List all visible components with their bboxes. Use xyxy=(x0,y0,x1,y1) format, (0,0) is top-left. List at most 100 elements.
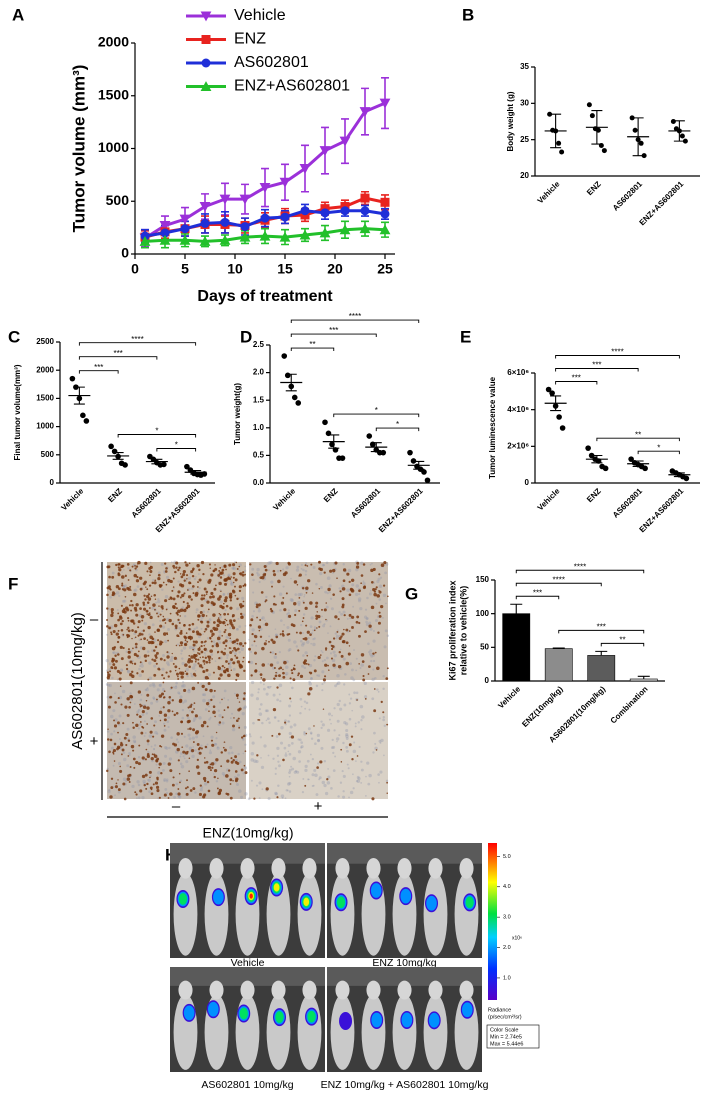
ihc-texture xyxy=(252,721,255,725)
ihc-stain xyxy=(177,759,180,762)
panel-label: B xyxy=(462,5,474,24)
ihc-stain xyxy=(303,662,307,665)
ihc-texture xyxy=(288,790,292,793)
ihc-stain xyxy=(178,566,181,570)
ihc-stain xyxy=(176,594,180,598)
ihc-texture xyxy=(191,736,195,740)
ihc-stain xyxy=(232,572,236,576)
ihc-stain xyxy=(177,677,180,680)
ihc-stain xyxy=(249,563,252,566)
ihc-stain xyxy=(186,640,189,643)
ihc-stain xyxy=(185,672,189,676)
ihc-stain xyxy=(194,714,198,718)
ihc-texture xyxy=(353,691,356,695)
ihc-texture xyxy=(147,750,150,754)
mouse-body xyxy=(330,994,355,1070)
mouse-head xyxy=(459,857,474,879)
ihc-texture xyxy=(108,668,112,672)
ihc-stain xyxy=(161,692,165,696)
panel-label: F xyxy=(8,574,18,593)
ihc-texture xyxy=(238,651,241,654)
ihc-stain xyxy=(362,563,366,566)
bar xyxy=(502,613,531,682)
ihc-texture xyxy=(302,641,306,646)
ihc-stain xyxy=(376,666,380,671)
ihc-stain xyxy=(132,721,134,724)
ihc-stain xyxy=(306,565,309,567)
ihc-texture xyxy=(154,730,158,735)
ihc-texture xyxy=(314,655,317,658)
ihc-texture xyxy=(362,582,366,586)
ihc-stain xyxy=(198,568,201,572)
ihc-texture xyxy=(327,728,331,732)
ihc-stain xyxy=(140,638,142,641)
ihc-stain xyxy=(203,793,207,797)
ihc-texture xyxy=(271,651,275,655)
mouse-head xyxy=(366,980,381,1000)
ihc-stain xyxy=(148,584,152,587)
ihc-stain xyxy=(374,651,377,654)
ihc-stain xyxy=(250,618,254,622)
ihc-texture xyxy=(224,608,227,612)
ihc-texture xyxy=(180,649,184,652)
ihc-stain xyxy=(376,594,380,598)
ihc-texture xyxy=(378,781,380,784)
ihc-stain xyxy=(197,618,200,621)
ihc-stain xyxy=(180,644,183,647)
ihc-texture xyxy=(189,572,191,575)
ihc-stain xyxy=(225,644,228,647)
x-tick-label: 10 xyxy=(227,261,243,277)
ihc-texture xyxy=(147,779,149,781)
significance-bracket xyxy=(117,434,197,438)
ihc-stain xyxy=(170,686,173,689)
ihc-texture xyxy=(346,618,349,620)
ihc-stain xyxy=(325,618,327,621)
ihc-texture xyxy=(288,752,292,756)
ihc-texture xyxy=(227,636,230,640)
ihc-stain xyxy=(346,572,350,576)
ihc-texture xyxy=(318,778,321,781)
ihc-stain xyxy=(242,645,245,647)
signal-blob xyxy=(370,883,382,898)
ihc-texture xyxy=(307,636,310,640)
ihc-stain xyxy=(190,598,193,601)
ihc-stain xyxy=(162,681,165,684)
data-point xyxy=(589,113,595,119)
error-bar xyxy=(591,454,603,464)
ihc-texture xyxy=(251,567,255,571)
ihc-stain xyxy=(318,588,321,590)
ihc-texture xyxy=(343,703,347,707)
ihc-stain xyxy=(190,655,194,659)
ihc-stain xyxy=(139,607,142,610)
ihc-texture xyxy=(382,675,385,678)
image-caption: Vehicle xyxy=(231,957,265,969)
colorbar-title: Radiance xyxy=(488,1007,511,1013)
ihc-stain xyxy=(254,662,257,665)
ihc-texture xyxy=(297,603,301,607)
ihc-texture xyxy=(383,724,387,728)
ihc-stain xyxy=(218,788,223,793)
ihc-texture xyxy=(331,738,334,742)
ihc-stain xyxy=(191,574,195,578)
ihc-stain xyxy=(274,653,277,655)
ihc-stain xyxy=(224,639,228,643)
ihc-texture xyxy=(330,787,333,790)
ihc-stain xyxy=(373,709,377,713)
ihc-texture xyxy=(200,683,202,685)
ihc-texture xyxy=(113,730,116,733)
ihc-stain xyxy=(119,743,124,747)
data-point xyxy=(69,375,76,382)
ihc-texture xyxy=(345,745,349,749)
ihc-texture xyxy=(314,773,318,778)
ihc-texture xyxy=(106,684,109,687)
significance-bracket xyxy=(515,569,645,574)
panel-label: A xyxy=(12,5,24,24)
data-point xyxy=(220,217,230,227)
ihc-stain xyxy=(122,722,125,725)
ihc-texture xyxy=(206,579,208,582)
ihc-stain xyxy=(283,660,287,665)
ihc-texture xyxy=(146,650,150,654)
ihc-texture xyxy=(137,708,141,712)
ihc-stain xyxy=(336,577,338,580)
ihc-stain xyxy=(137,762,141,766)
